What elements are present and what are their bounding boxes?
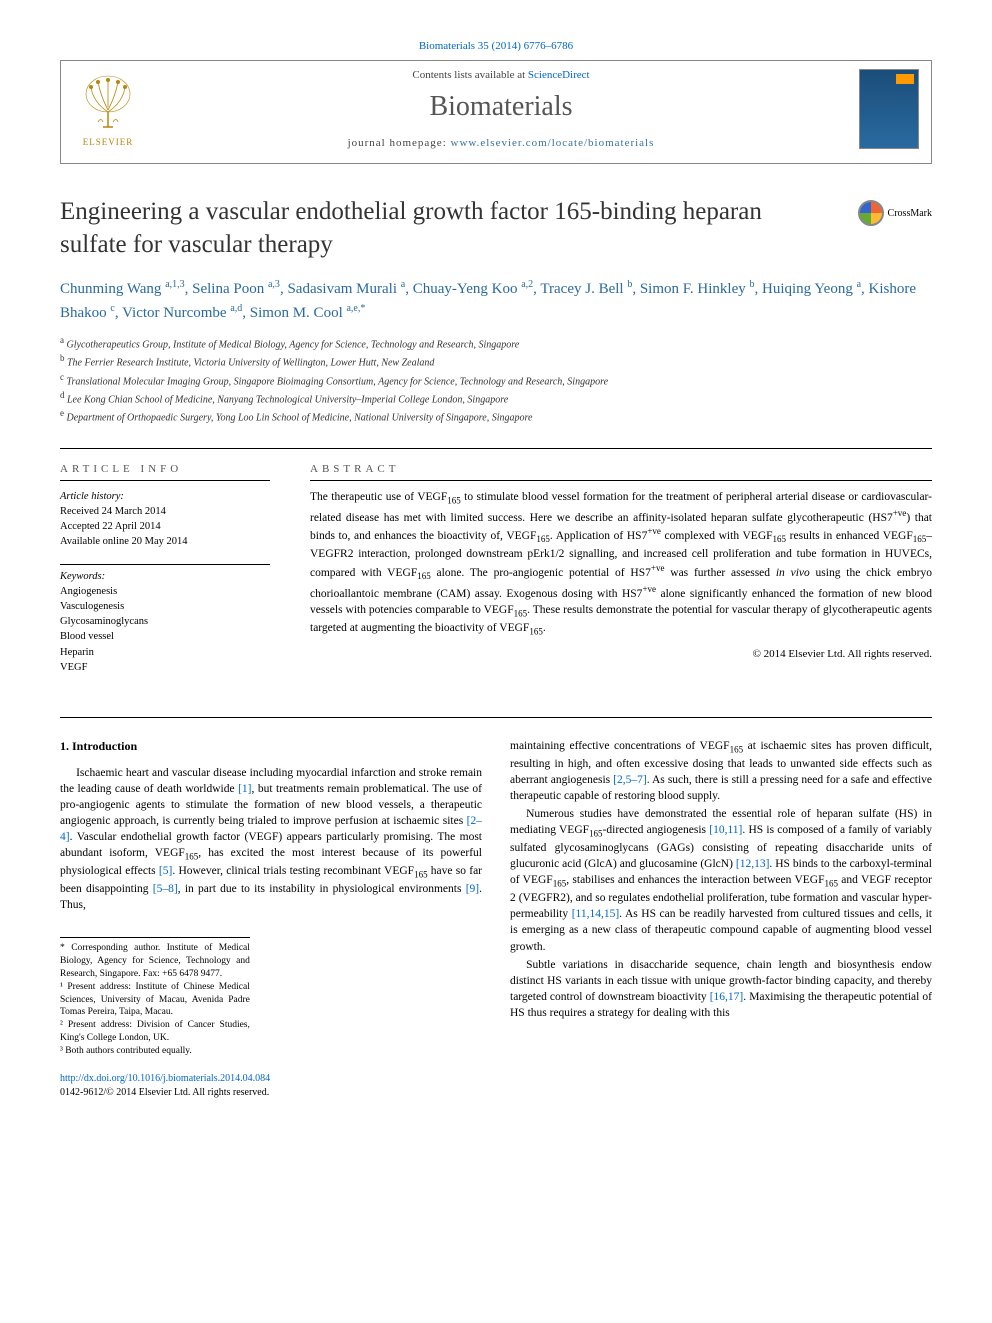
keyword: Vasculogenesis xyxy=(60,599,270,614)
body-divider xyxy=(60,717,932,718)
accepted-date: Accepted 22 April 2014 xyxy=(60,519,270,534)
history-label: Article history: xyxy=(60,489,270,504)
footnote-corr: * Corresponding author. Institute of Med… xyxy=(60,942,250,980)
author-list: Chunming Wang a,1,3, Selina Poon a,3, Sa… xyxy=(60,277,932,324)
keyword: Blood vessel xyxy=(60,629,270,644)
abstract-heading: ABSTRACT xyxy=(310,463,932,481)
affiliations: a Glycotherapeutics Group, Institute of … xyxy=(60,334,932,426)
article-title: Engineering a vascular endothelial growt… xyxy=(60,196,932,261)
footnote-2: ² Present address: Division of Cancer St… xyxy=(60,1019,250,1045)
homepage-link[interactable]: www.elsevier.com/locate/biomaterials xyxy=(451,137,655,149)
body-para: Numerous studies have demonstrated the e… xyxy=(510,806,932,954)
keyword: VEGF xyxy=(60,660,270,675)
online-date: Available online 20 May 2014 xyxy=(60,534,270,549)
body-para: Subtle variations in disaccharide sequen… xyxy=(510,957,932,1021)
elsevier-logo: ELSEVIER xyxy=(73,72,143,147)
keyword: Angiogenesis xyxy=(60,584,270,599)
journal-homepage: journal homepage: www.elsevier.com/locat… xyxy=(155,137,847,149)
body-para: Ischaemic heart and vascular disease inc… xyxy=(60,765,482,913)
keywords-label: Keywords: xyxy=(60,569,270,584)
abstract: ABSTRACT The therapeutic use of VEGF165 … xyxy=(310,463,932,689)
journal-header: ELSEVIER Contents lists available at Sci… xyxy=(60,60,932,164)
footnotes: * Corresponding author. Institute of Med… xyxy=(60,937,250,1057)
contents-available: Contents lists available at ScienceDirec… xyxy=(155,69,847,81)
crossmark-label: CrossMark xyxy=(888,208,932,219)
citation-line[interactable]: Biomaterials 35 (2014) 6776–6786 xyxy=(60,40,932,52)
section-heading: 1. Introduction xyxy=(60,738,482,755)
body-text: 1. Introduction Ischaemic heart and vasc… xyxy=(60,738,932,1100)
keyword: Glycosaminoglycans xyxy=(60,614,270,629)
article-info: ARTICLE INFO Article history: Received 2… xyxy=(60,463,270,689)
article-info-heading: ARTICLE INFO xyxy=(60,463,270,481)
crossmark-badge[interactable]: CrossMark xyxy=(858,200,932,226)
body-para: maintaining effective concentrations of … xyxy=(510,738,932,804)
journal-cover-thumb xyxy=(859,69,919,149)
keyword: Heparin xyxy=(60,645,270,660)
received-date: Received 24 March 2014 xyxy=(60,504,270,519)
copyright-line: © 2014 Elsevier Ltd. All rights reserved… xyxy=(310,648,932,660)
issn-line: 0142-9612/© 2014 Elsevier Ltd. All right… xyxy=(60,1087,269,1098)
section-divider xyxy=(60,448,932,449)
publisher-name: ELSEVIER xyxy=(73,137,143,147)
page-footer: http://dx.doi.org/10.1016/j.biomaterials… xyxy=(60,1072,482,1100)
footnote-1: ¹ Present address: Institute of Chinese … xyxy=(60,981,250,1019)
sciencedirect-link[interactable]: ScienceDirect xyxy=(528,69,590,81)
journal-name: Biomaterials xyxy=(155,91,847,123)
footnote-3: ³ Both authors contributed equally. xyxy=(60,1045,250,1058)
abstract-text: The therapeutic use of VEGF165 to stimul… xyxy=(310,489,932,638)
doi-link[interactable]: http://dx.doi.org/10.1016/j.biomaterials… xyxy=(60,1073,270,1084)
crossmark-icon xyxy=(858,200,884,226)
